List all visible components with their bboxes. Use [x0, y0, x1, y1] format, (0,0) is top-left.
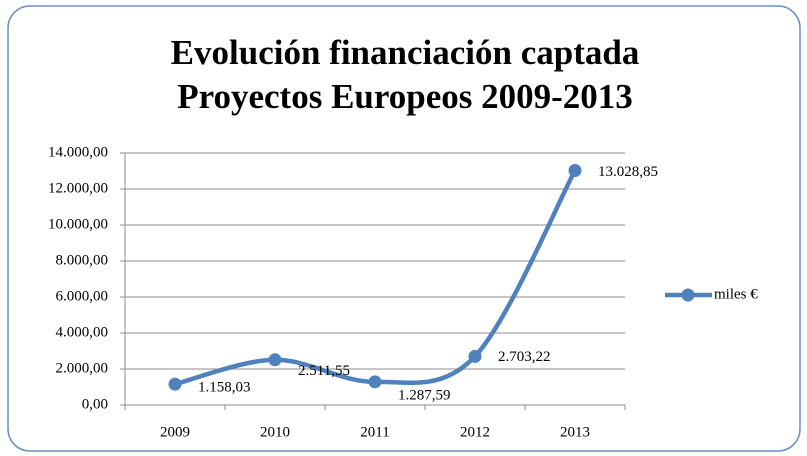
y-tick-label: 10.000,00 — [48, 216, 108, 232]
data-point — [368, 375, 382, 389]
y-tick-label: 8.000,00 — [56, 252, 109, 268]
x-tick-label: 2012 — [460, 424, 490, 440]
data-point — [168, 377, 182, 391]
legend-marker — [681, 288, 695, 302]
y-tick-label: 6.000,00 — [56, 288, 109, 304]
data-point — [268, 353, 282, 367]
y-tick-label: 12.000,00 — [48, 180, 108, 196]
x-tick-label: 2013 — [560, 424, 590, 440]
x-tick-label: 2009 — [160, 424, 190, 440]
series-line — [172, 168, 578, 387]
chart-title: Proyectos Europeos 2009-2013 — [177, 77, 633, 116]
data-point — [468, 349, 482, 363]
x-tick-label: 2010 — [260, 424, 290, 440]
data-label: 2.703,22 — [498, 349, 551, 365]
data-label: 1.158,03 — [198, 380, 251, 396]
y-tick-label: 14.000,00 — [48, 144, 108, 160]
data-label: 13.028,85 — [598, 164, 658, 180]
y-tick-label: 4.000,00 — [56, 324, 109, 340]
legend-label: miles € — [714, 286, 758, 302]
y-tick-label: 2.000,00 — [56, 360, 109, 376]
chart-frame — [7, 5, 801, 452]
data-label: 2.511,55 — [298, 363, 350, 379]
data-label: 1.287,59 — [398, 387, 451, 403]
y-tick-label: 0,00 — [82, 396, 108, 412]
data-point — [568, 163, 582, 177]
x-tick-label: 2011 — [360, 424, 389, 440]
chart-title: Evolución financiación captada — [171, 33, 640, 72]
